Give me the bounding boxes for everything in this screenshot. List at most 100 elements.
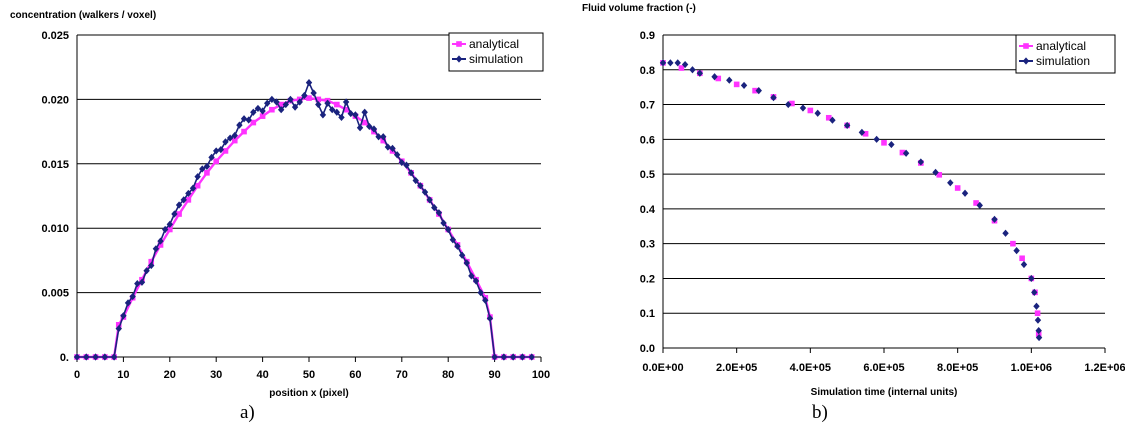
data-point-simulation: [110, 353, 118, 361]
data-point-simulation: [129, 292, 136, 301]
data-point-analytical: [678, 65, 685, 71]
data-point-simulation: [208, 153, 215, 161]
x-tick-label: 60: [349, 369, 361, 381]
data-point-analytical: [315, 96, 322, 103]
data-point-simulation: [268, 95, 276, 103]
data-point-simulation: [366, 122, 373, 131]
data-point-simulation: [171, 210, 178, 218]
y-tick-label: 0.8: [640, 65, 655, 77]
data-point-analytical: [936, 172, 943, 178]
data-point-simulation: [287, 95, 294, 103]
data-point-simulation: [92, 353, 99, 361]
data-point-analytical: [715, 75, 722, 82]
data-point-simulation: [101, 353, 109, 361]
x-tick-label: 40: [256, 369, 268, 381]
data-point-simulation: [412, 176, 419, 185]
data-point-simulation: [417, 182, 424, 190]
data-point-simulation: [1013, 247, 1020, 255]
data-point-analytical: [954, 185, 961, 191]
data-point-simulation: [148, 261, 155, 270]
data-point-simulation: [740, 81, 748, 90]
data-point-simulation: [329, 106, 336, 114]
data-point-analytical: [278, 101, 284, 108]
y-tick-label: 0.4: [640, 204, 656, 216]
data-point-simulation: [991, 215, 998, 223]
data-point-simulation: [240, 115, 248, 123]
data-point-simulation: [115, 325, 122, 333]
data-point-simulation: [134, 279, 141, 288]
data-point-simulation: [1031, 288, 1038, 296]
data-point-analytical: [361, 119, 368, 126]
data-point-simulation: [152, 245, 160, 253]
data-point-simulation: [674, 59, 681, 67]
data-point-analytical: [222, 148, 229, 154]
data-point-simulation: [189, 184, 197, 192]
data-point-simulation: [333, 108, 341, 116]
data-point-simulation: [961, 189, 969, 197]
data-point-simulation: [519, 353, 526, 361]
data-point-simulation: [463, 259, 470, 267]
x-tick-label: 8.0E+05: [937, 362, 978, 374]
series-simulation: [659, 59, 1043, 342]
data-point-simulation: [491, 353, 498, 361]
data-point-simulation: [472, 277, 480, 285]
data-point-analytical: [241, 128, 247, 135]
y-tick-label: 0.7: [640, 100, 655, 112]
legend-label: simulation: [469, 52, 523, 66]
data-point-analytical: [752, 87, 758, 94]
x-tick-label: 1.2E+06: [1084, 362, 1125, 374]
data-point-simulation: [236, 121, 243, 129]
x-tick-label: 100: [532, 369, 550, 381]
y-tick-label: 0.010: [41, 223, 69, 235]
data-point-analytical: [862, 130, 869, 137]
data-point-simulation: [370, 125, 378, 133]
data-point-analytical: [899, 149, 906, 156]
legend-swatch-marker: [456, 41, 462, 47]
data-point-simulation: [976, 201, 983, 210]
data-point-analytical: [343, 106, 349, 113]
data-point-simulation: [264, 99, 271, 107]
subfigure-caption: a): [240, 402, 255, 423]
data-point-simulation: [785, 100, 792, 109]
data-point-analytical: [306, 95, 312, 101]
legend-box: [1015, 34, 1116, 74]
data-point-simulation: [1035, 333, 1043, 342]
data-point-simulation: [319, 111, 327, 119]
data-point-simulation: [120, 312, 127, 320]
data-point-simulation: [166, 220, 173, 228]
series-line-analytical: [77, 96, 532, 359]
data-point-analytical: [167, 226, 173, 233]
y-tick-label: 0.: [60, 352, 69, 364]
data-point-simulation: [435, 209, 443, 217]
y-tick-label: 0.6: [640, 134, 655, 146]
data-point-simulation: [389, 144, 396, 152]
data-point-analytical: [157, 242, 164, 248]
data-point-simulation: [124, 299, 132, 307]
data-point-analytical: [269, 106, 275, 113]
data-point-simulation: [500, 353, 508, 361]
data-point-simulation: [667, 59, 674, 67]
data-point-simulation: [356, 124, 364, 132]
data-point-analytical: [881, 140, 887, 146]
data-point-simulation: [203, 162, 211, 170]
data-point-simulation: [843, 121, 851, 130]
data-point-simulation: [324, 99, 331, 107]
x-axis-title: Simulation time (internal units): [811, 387, 958, 398]
data-point-simulation: [352, 111, 359, 119]
y-tick-label: 0.005: [41, 288, 69, 300]
data-point-simulation: [250, 108, 257, 116]
data-point-simulation: [902, 149, 910, 157]
data-point-simulation: [384, 143, 392, 151]
data-point-simulation: [449, 236, 457, 244]
data-point-simulation: [1034, 316, 1042, 324]
data-point-simulation: [1033, 302, 1040, 310]
y-tick-label: 0.0: [640, 343, 655, 355]
data-point-simulation: [231, 131, 238, 140]
data-point-simulation: [338, 113, 345, 122]
data-point-analytical: [825, 114, 832, 121]
y-tick-label: 0.015: [41, 159, 69, 171]
data-point-simulation: [431, 203, 438, 212]
data-point-simulation: [310, 89, 317, 97]
data-point-analytical: [194, 182, 201, 189]
